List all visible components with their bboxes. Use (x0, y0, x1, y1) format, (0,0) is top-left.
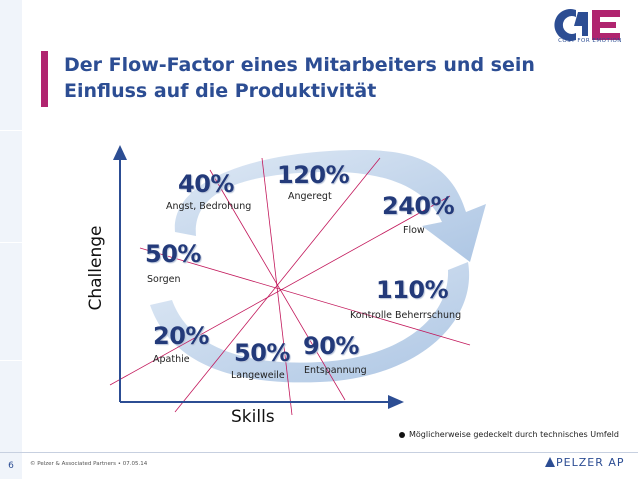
footnote-text: Möglicherweise gedeckelt durch technisch… (409, 430, 619, 439)
slide-title-line-1: Der Flow-Factor eines Mitarbeiters und s… (64, 54, 535, 76)
segment-label: Angst, Bedrohung (166, 201, 252, 212)
x-axis-arrowhead-icon (388, 395, 404, 409)
logo-tagline: COST FOR EMOTION (558, 38, 622, 44)
segment-pct: 20% (153, 322, 209, 350)
segment-divider-lines (109, 157, 471, 416)
footnote: Möglicherweise gedeckelt durch technisch… (399, 430, 619, 439)
left-sidebar-band (0, 0, 22, 479)
segment-label: Flow (403, 225, 425, 236)
segment-pct: 120% (277, 161, 350, 189)
slide-title-line-2: Einfluss auf die Produktivität (64, 80, 377, 102)
segment-pct: 240% (382, 192, 455, 220)
segment-pct: 40% (178, 170, 234, 198)
segment-pct: 110% (376, 276, 449, 304)
y-axis-arrowhead-icon (113, 145, 127, 160)
bullet-icon (399, 431, 405, 438)
band-segment (0, 242, 22, 360)
segment-label: Apathie (153, 354, 190, 365)
title-accent-bar (41, 51, 48, 107)
page-number: 6 (8, 461, 14, 471)
segment-label: Langeweile (231, 370, 285, 381)
segment-label: Kontrolle Beherrschung (350, 310, 462, 321)
y-axis-label: Challenge (86, 225, 106, 311)
band-segment (0, 360, 22, 452)
band-segment (0, 130, 22, 242)
footer-divider (0, 452, 638, 453)
brand-mark-icon (545, 457, 555, 467)
segment-pct: 50% (234, 339, 290, 367)
brand-name: PELZER AP (556, 456, 625, 469)
segment-pct: 90% (303, 332, 359, 360)
c4e-logo-icon (554, 9, 620, 41)
y-axis-label-box: Challenge (81, 222, 111, 314)
cycle-arrow-upper (174, 150, 487, 262)
cycle-arrow-lower (150, 262, 470, 383)
segment-label: Entspannung (304, 365, 367, 376)
copyright-text: © Pelzer & Associated Partners • 07.05.1… (30, 461, 148, 467)
segment-label: Sorgen (147, 274, 181, 285)
x-axis-label: Skills (231, 407, 275, 427)
slide-title: Der Flow-Factor eines Mitarbeiters und s… (64, 52, 535, 104)
segment-pct: 50% (145, 240, 201, 268)
segment-label: Angeregt (288, 191, 332, 202)
axes (119, 155, 392, 403)
